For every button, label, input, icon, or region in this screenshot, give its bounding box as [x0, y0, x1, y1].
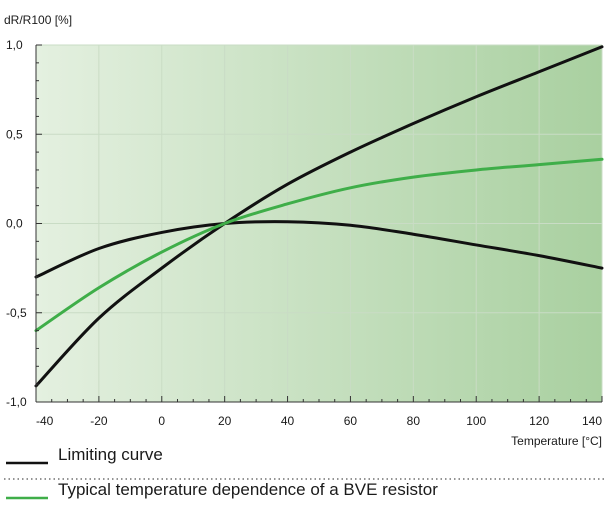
y-tick-label-3: 0,5 — [6, 127, 23, 141]
x-tick-label-8: 120 — [529, 414, 549, 428]
x-tick-label-2: 0 — [158, 414, 165, 428]
x-tick-label-0: -40 — [36, 414, 54, 428]
series-line-1 — [34, 220, 604, 279]
axes — [35, 44, 603, 403]
x-tick-label-1: -20 — [90, 414, 108, 428]
x-tick-label-6: 80 — [407, 414, 421, 428]
y-tick-label-4: 1,0 — [6, 38, 23, 52]
legend: Limiting curve Typical temperature depen… — [4, 445, 604, 500]
x-axis-title: Temperature [°C] — [511, 434, 602, 448]
legend-label-typical: Typical temperature dependence of a BVE … — [58, 480, 438, 499]
legend-label-limiting: Limiting curve — [58, 445, 163, 464]
tick-labels: -1,0 -0,5 0,0 0,5 1,0 -40 -20 0 20 40 60 80 100 120 14… — [6, 38, 602, 428]
series-line-0 — [34, 45, 604, 388]
series-line-2 — [34, 157, 604, 333]
x-tick-label-5: 60 — [344, 414, 358, 428]
x-tick-label-4: 40 — [281, 414, 295, 428]
y-axis-title: dR/R100 [%] — [4, 13, 72, 27]
x-tick-label-7: 100 — [466, 414, 486, 428]
y-tick-label-1: -0,5 — [6, 306, 27, 320]
series-layer — [34, 45, 604, 388]
y-tick-label-0: -1,0 — [6, 395, 27, 409]
x-tick-label-3: 20 — [218, 414, 232, 428]
x-tick-label-9: 140 — [582, 414, 602, 428]
y-tick-label-2: 0,0 — [6, 217, 23, 231]
